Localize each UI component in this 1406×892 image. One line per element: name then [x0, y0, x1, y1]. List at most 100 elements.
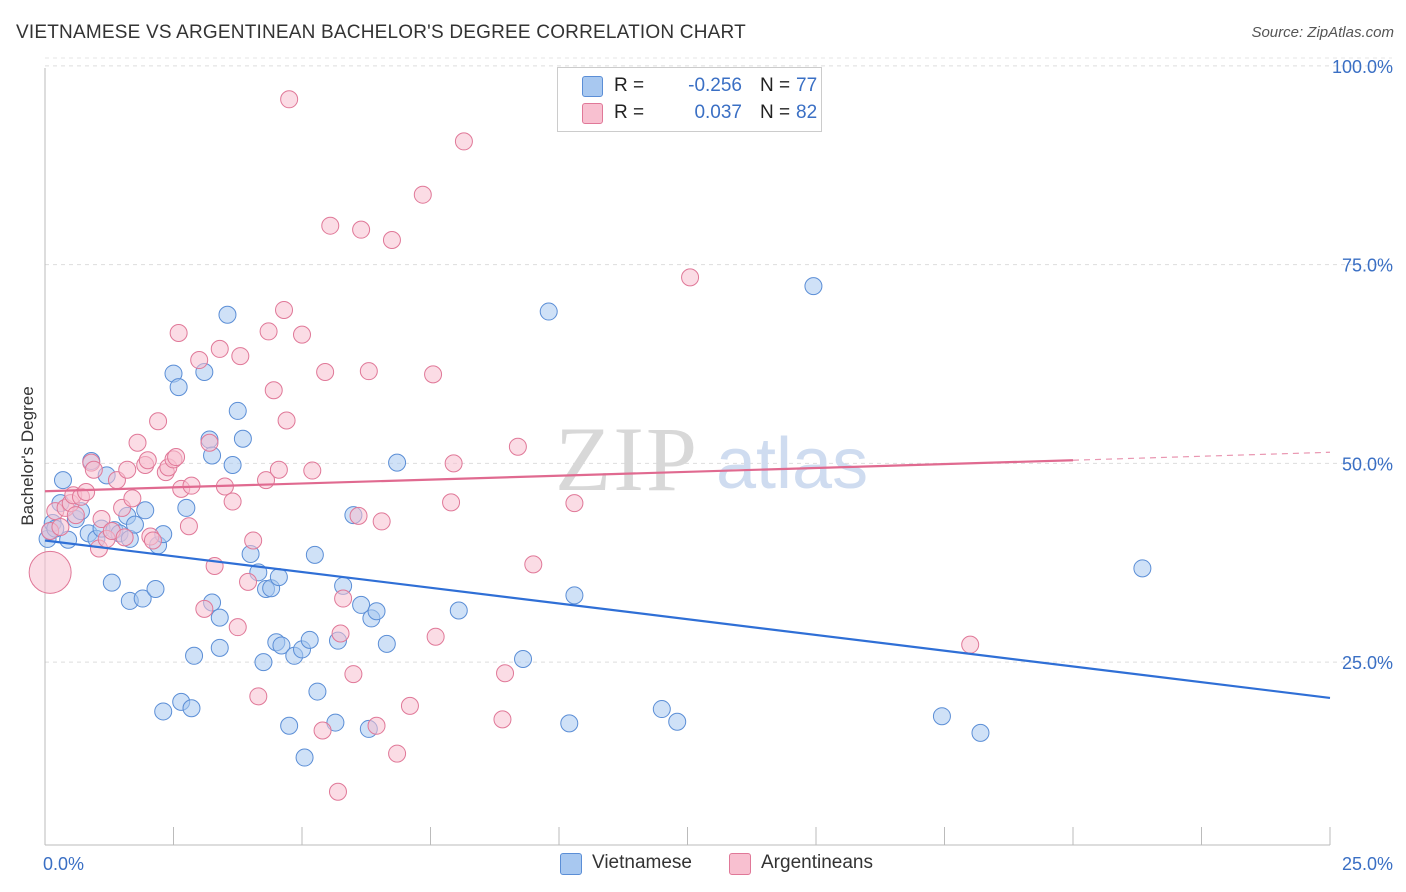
axes [44, 68, 1331, 846]
point-vietnamese [102, 573, 121, 592]
point-argentineans [367, 716, 386, 735]
point-argentineans [51, 518, 70, 536]
point-vietnamese [308, 682, 327, 701]
point-vietnamese [233, 429, 252, 448]
point-vietnamese [269, 568, 288, 587]
point-argentineans [313, 721, 332, 740]
trend-line-argentineans [44, 459, 1074, 493]
legend-n-value: 82 [796, 102, 818, 123]
point-argentineans [442, 493, 461, 512]
point-vietnamese [352, 595, 371, 614]
point-argentineans [244, 531, 263, 550]
trend-line-argentineans-extension [1072, 451, 1331, 461]
point-argentineans [382, 231, 401, 250]
point-argentineans [413, 185, 432, 204]
point-vietnamese [539, 302, 558, 321]
watermark-atlas: atlas [716, 424, 868, 504]
point-argentineans [331, 624, 350, 643]
point-argentineans [167, 448, 186, 467]
watermark-zip: ZIP [555, 408, 699, 510]
point-vietnamese [169, 378, 188, 397]
point-vietnamese [210, 638, 229, 657]
point-argentineans [508, 437, 527, 456]
point-argentineans [190, 351, 209, 370]
point-vietnamese [305, 545, 324, 564]
point-vietnamese [154, 702, 173, 721]
chart-title: VIETNAMESE VS ARGENTINEAN BACHELOR'S DEG… [16, 22, 746, 43]
point-argentineans [128, 433, 147, 452]
point-vietnamese [280, 716, 299, 735]
point-argentineans [424, 365, 443, 384]
point-argentineans [352, 220, 371, 239]
legend-r-value: 0.037 [694, 102, 742, 123]
y-tick-label: 25.0% [1342, 653, 1393, 673]
point-argentineans [275, 300, 294, 319]
legend-n-label: N = [760, 75, 791, 96]
watermark: ZIP atlas [555, 408, 868, 510]
point-argentineans [493, 710, 512, 729]
point-vietnamese [652, 700, 671, 719]
point-vietnamese [565, 586, 584, 605]
point-argentineans [328, 782, 347, 801]
point-argentineans [681, 268, 700, 287]
legend-swatch-argentineans [582, 103, 603, 124]
point-vietnamese [210, 608, 229, 627]
series-swatch-argentineans [729, 853, 751, 875]
point-argentineans [444, 454, 463, 473]
point-vietnamese [185, 646, 204, 665]
point-argentineans [249, 687, 268, 706]
legend-r-label: R = [614, 75, 645, 96]
point-argentineans [123, 489, 142, 508]
point-argentineans [200, 433, 219, 452]
point-argentineans [293, 325, 311, 344]
point-vietnamese [254, 653, 273, 672]
y-tick-label: 50.0% [1342, 454, 1393, 474]
point-vietnamese [367, 602, 386, 621]
trend-line-vietnamese [44, 539, 1331, 700]
point-argentineans [239, 572, 258, 591]
point-argentineans [118, 460, 137, 479]
series-name-vietnamese: Vietnamese [592, 852, 692, 873]
point-vietnamese [182, 699, 201, 718]
point-argentineans [334, 589, 353, 608]
point-argentineans [400, 696, 419, 715]
point-argentineans [179, 517, 198, 536]
point-argentineans [84, 460, 103, 479]
point-vietnamese [449, 601, 468, 620]
point-argentineans [280, 90, 299, 109]
point-vietnamese [218, 305, 237, 324]
point-argentineans [195, 599, 214, 618]
point-vietnamese [125, 515, 144, 534]
legend-r-value: -0.256 [688, 75, 742, 96]
point-vietnamese [146, 580, 165, 599]
point-vietnamese [560, 714, 579, 733]
source-label: Source: ZipAtlas.com [1251, 24, 1394, 41]
point-argentineans [169, 324, 188, 343]
point-argentineans [321, 216, 340, 235]
point-argentineans [359, 362, 378, 381]
point-argentineans [223, 492, 242, 511]
x-tick-label: 0.0% [43, 854, 84, 874]
point-vietnamese [377, 634, 396, 653]
point-argentineans [231, 347, 250, 366]
legend-r-label: R = [614, 102, 645, 123]
point-argentineans [277, 411, 296, 430]
point-vietnamese [668, 712, 687, 731]
point-vietnamese [932, 707, 951, 726]
point-vietnamese [136, 501, 155, 520]
tick-labels: 25.0% 50.0% 75.0% 100.0% 0.0% 25.0% [43, 57, 1393, 874]
point-argentineans [259, 322, 278, 341]
point-argentineans [961, 635, 980, 654]
point-vietnamese [295, 748, 314, 767]
point-vietnamese [133, 589, 152, 608]
point-argentineans [228, 618, 247, 637]
point-argentineans [565, 494, 584, 513]
point-argentineans [496, 664, 515, 683]
point-argentineans [143, 531, 162, 550]
x-tick-label: 25.0% [1342, 854, 1393, 874]
point-vietnamese [388, 453, 407, 472]
gridlines [45, 57, 1392, 663]
point-argentineans [524, 555, 543, 574]
point-vietnamese [228, 401, 247, 420]
